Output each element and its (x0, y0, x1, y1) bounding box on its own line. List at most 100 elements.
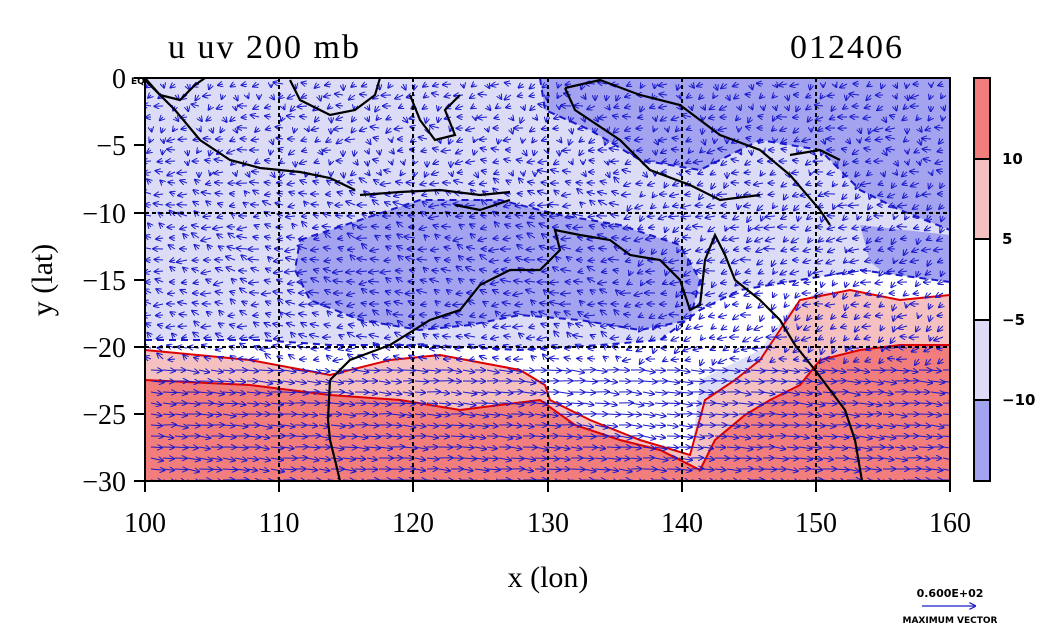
wind-vector-arrow (482, 337, 487, 338)
wind-vector-arrow (265, 160, 272, 161)
wind-vector-arrow (774, 139, 775, 142)
wind-vector-arrow (782, 139, 788, 143)
wind-vector-arrow (715, 83, 717, 90)
wind-vector-arrow (302, 95, 307, 98)
wind-vector-arrow (399, 106, 403, 108)
wind-vector-arrow (877, 106, 884, 110)
wind-vector-arrow (559, 139, 561, 142)
wind-vector-arrow (279, 95, 283, 98)
wind-vector-arrow (456, 150, 464, 154)
wind-vector-arrow (280, 172, 283, 177)
wind-vector-arrow (798, 370, 809, 371)
wind-vector-arrow (210, 381, 222, 382)
wind-vector-arrow (265, 106, 272, 108)
colorbar: 10 5 −5 −10 (973, 77, 1035, 482)
wind-vector-arrow (420, 183, 428, 185)
wind-vector-arrow (409, 281, 416, 282)
wind-vector-arrow (327, 181, 331, 184)
wind-vector-arrow (741, 260, 752, 261)
wind-vector-arrow (250, 182, 260, 183)
wind-vector-arrow (661, 117, 668, 121)
wind-vector-arrow (703, 106, 705, 110)
wind-vector-arrow (209, 84, 211, 89)
wind-vector-arrow (433, 161, 440, 164)
wind-vector-arrow (781, 183, 788, 187)
wind-vector-arrow (792, 172, 800, 173)
wind-vector-arrow (215, 183, 224, 184)
wind-vector-arrow (672, 149, 680, 150)
wind-vector-arrow (324, 95, 332, 97)
wind-vector-arrow (849, 94, 860, 95)
wind-vector-arrow (659, 139, 668, 141)
wind-vector-arrow (599, 117, 608, 118)
wind-vector-arrow (150, 447, 162, 448)
wind-vector-arrow (430, 183, 440, 184)
wind-vector-arrow (563, 171, 572, 172)
wind-vector-arrow (655, 139, 658, 144)
wind-vector-arrow (570, 403, 582, 404)
wind-vector-arrow (709, 117, 716, 118)
wind-vector-arrow (866, 139, 871, 140)
wind-vector-arrow (506, 106, 511, 108)
wind-vector-arrow (163, 84, 164, 88)
wind-vector-arrow (479, 94, 488, 95)
wind-vector-arrow (532, 139, 535, 142)
wind-vector-arrow (386, 117, 391, 120)
wind-vector-arrow (311, 259, 320, 260)
wind-vector-arrow (614, 177, 619, 184)
wind-vector-arrow (445, 238, 452, 239)
wind-vector-arrow (815, 105, 824, 106)
wind-vector-arrow (470, 95, 475, 98)
wind-vector-arrow (563, 150, 572, 151)
wind-vector-arrow (623, 116, 632, 117)
wind-vector-arrow (270, 150, 271, 155)
wind-vector-arrow (666, 447, 678, 448)
wind-vector-arrow (679, 95, 681, 98)
wind-vector-arrow (411, 139, 415, 142)
wind-vector-arrow (879, 183, 883, 185)
wind-vector-arrow (494, 172, 499, 174)
wind-vector-arrow (828, 172, 836, 174)
wind-vector-arrow (375, 106, 379, 112)
wind-vector-arrow (230, 117, 235, 121)
wind-vector-arrow (866, 161, 871, 162)
wind-vector-arrow (369, 281, 380, 282)
wind-vector-arrow (530, 95, 536, 96)
wind-vector-arrow (161, 128, 163, 132)
wind-vector-arrow (773, 117, 775, 121)
wind-vector-arrow (223, 117, 227, 122)
wind-vector-arrow (238, 150, 248, 151)
wind-vector-arrow (438, 117, 439, 122)
wind-vector-arrow (918, 403, 931, 404)
wind-vector-arrow (328, 106, 331, 109)
wind-vector-arrow (372, 226, 380, 227)
wind-vector-arrow (717, 194, 728, 195)
wind-vector-arrow (150, 139, 152, 142)
wind-vector-arrow (606, 414, 620, 415)
wind-vector-arrow (794, 359, 799, 360)
wind-vector-arrow (147, 150, 151, 153)
wind-vector-arrow (206, 183, 211, 184)
wind-vector-arrow (493, 348, 500, 349)
wind-vector-arrow (910, 337, 920, 338)
y-tick-label: −20 (82, 333, 126, 364)
wind-vector-arrow (918, 447, 933, 448)
wind-vector-arrow (882, 447, 893, 448)
wind-vector-arrow (204, 139, 212, 140)
wind-vector-arrow (713, 95, 715, 98)
wind-vector-arrow (542, 128, 547, 129)
wind-vector-arrow (895, 95, 897, 99)
wind-vector-arrow (230, 139, 235, 141)
wind-vector-arrow (808, 117, 811, 122)
wind-vector-arrow (163, 139, 164, 143)
wind-vector-arrow (598, 82, 608, 84)
wind-vector-arrow (853, 161, 860, 162)
wind-vector-arrow (721, 84, 728, 88)
wind-vector-arrow (251, 205, 260, 206)
wind-vector-arrow (366, 469, 377, 470)
wind-vector-arrow (505, 83, 512, 84)
wind-vector-arrow (400, 172, 403, 175)
wind-vector-arrow (462, 447, 474, 448)
wind-vector-arrow (659, 106, 668, 108)
